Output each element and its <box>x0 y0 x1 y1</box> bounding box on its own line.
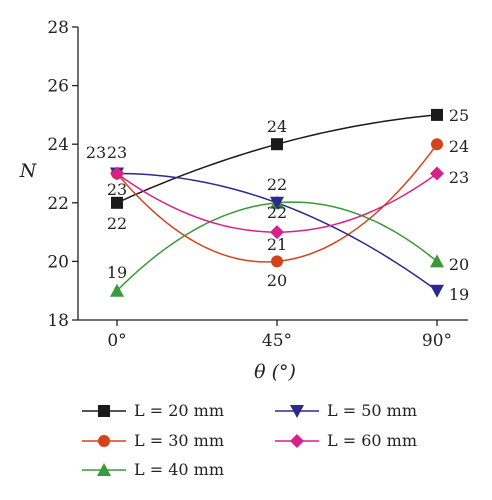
data-label-s1-0: 22 <box>107 214 127 233</box>
x-tick-label: 0° <box>107 331 126 351</box>
legend-marker-2 <box>98 435 110 447</box>
data-point-s5-0 <box>110 166 124 181</box>
data-point-s1-2 <box>431 108 443 121</box>
y-tick-label: 28 <box>47 18 69 38</box>
data-label-s1-2: 25 <box>449 106 469 125</box>
series-markers <box>110 108 444 298</box>
legend: L = 20 mm L = 30 mm L = 40 mm L = 50 mm L = … <box>82 401 417 479</box>
legend-label-4: L = 50 mm <box>327 401 417 420</box>
data-label-s5-1: 21 <box>267 235 287 254</box>
y-tick-label: 22 <box>47 194 69 214</box>
y-tick-label: 26 <box>47 77 69 97</box>
data-point-s2-2 <box>431 138 443 151</box>
y-tick-label: 24 <box>47 135 69 155</box>
data-point-s2-1 <box>271 255 283 268</box>
y-axis-title: N <box>19 160 38 182</box>
legend-marker-5 <box>290 434 304 448</box>
data-label-s5-2: 23 <box>449 168 469 187</box>
data-label-s2-1: 20 <box>267 271 287 290</box>
legend-marker-3 <box>97 463 111 476</box>
y-tick-label: 20 <box>47 252 69 272</box>
data-label-s5-0: 23 <box>107 143 127 162</box>
legend-label-3: L = 40 mm <box>134 460 224 479</box>
data-label-s4-1: 22 <box>267 203 287 222</box>
data-point-s4-1 <box>270 196 284 210</box>
x-tick-label: 45° <box>262 331 292 351</box>
data-point-s3-0 <box>110 283 124 297</box>
data-point-s1-0 <box>111 196 123 209</box>
data-label-s3-0: 19 <box>107 263 127 282</box>
legend-label-5: L = 60 mm <box>327 431 417 450</box>
x-axis-title: θ (°) <box>254 361 296 383</box>
data-label-s4-2: 19 <box>449 285 469 304</box>
data-point-s3-2 <box>430 254 444 268</box>
legend-marker-4 <box>290 405 304 418</box>
data-point-s1-1 <box>271 138 283 151</box>
data-point-s5-1 <box>270 225 284 240</box>
data-label-s1-1: 24 <box>267 117 287 136</box>
x-tick-label: 90° <box>422 331 452 351</box>
data-label-s2-0: 23 <box>86 143 106 162</box>
axes: 18 20 22 24 26 28 0° 45° 90° θ (°) N <box>19 18 468 383</box>
data-point-s4-2 <box>430 284 444 298</box>
data-label-s4-0: 23 <box>107 180 127 199</box>
data-point-s5-2 <box>430 166 444 181</box>
data-label-s2-2: 24 <box>449 137 469 156</box>
data-label-s3-1: 22 <box>267 175 287 194</box>
legend-label-2: L = 30 mm <box>134 431 224 450</box>
legend-label-1: L = 20 mm <box>134 401 224 420</box>
legend-marker-1 <box>98 405 110 417</box>
data-label-s3-2: 20 <box>449 255 469 274</box>
data-labels: 22 24 25 23 20 24 19 22 20 23 22 19 23 21 23 <box>86 106 469 304</box>
y-tick-label: 18 <box>47 311 69 331</box>
